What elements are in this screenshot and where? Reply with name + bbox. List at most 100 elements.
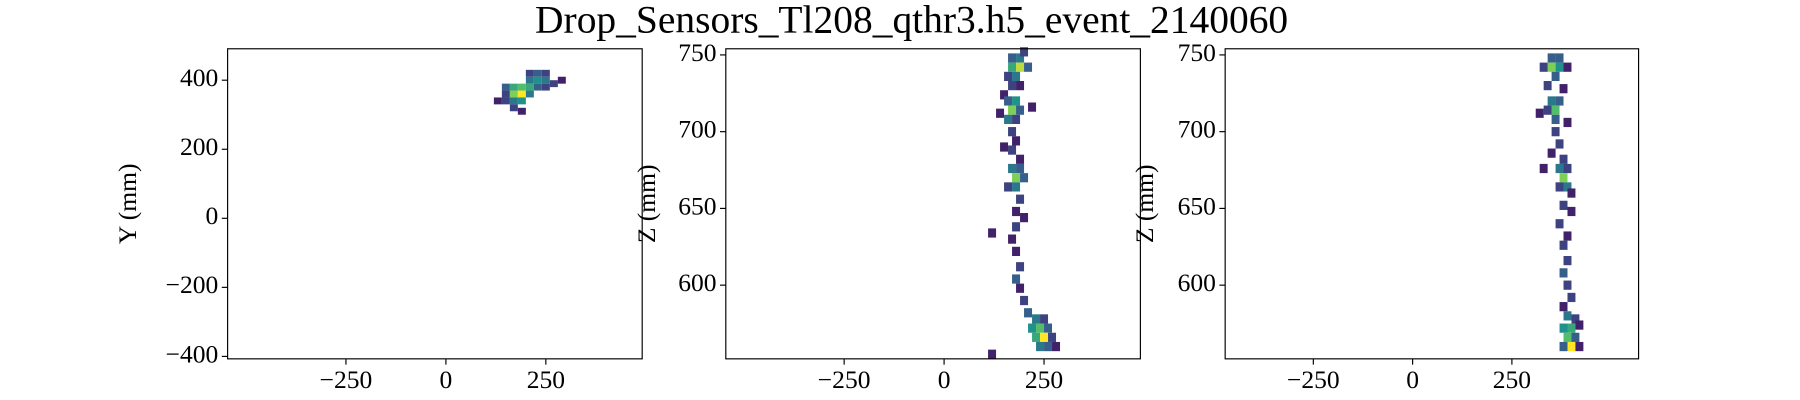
heatmap-cell [501,90,510,98]
heatmap-cell [1567,188,1576,198]
heatmap-cell [1551,71,1560,82]
heatmap-cell [525,90,534,98]
y-tick-label: 750 [678,38,716,67]
heatmap-cell [1016,81,1025,91]
x-tick-label: 250 [1025,365,1063,394]
heatmap-cell [1024,308,1033,318]
heatmap-cell [1567,292,1576,303]
heatmap-cell [1024,62,1033,72]
heatmap-cell [1539,163,1548,174]
heatmap-cell [509,90,518,98]
heatmap-cell [541,83,550,91]
heatmap-cell [1575,341,1584,352]
heatmap-cell [1012,173,1021,183]
heatmap-cell [1012,274,1021,284]
heatmap-cell [988,349,997,359]
heatmap-cell [1563,163,1572,174]
heatmap-cell [1008,163,1017,174]
x-tick-label: 0 [1406,365,1419,394]
heatmap-cell [1535,108,1544,118]
x-tick-label: 0 [440,365,453,394]
heatmap-cell [1559,84,1568,94]
y-tick-label: 600 [1178,268,1216,297]
heatmap-cell [1028,323,1037,333]
heatmap-cell [1539,62,1548,72]
heatmap-cell [1555,182,1564,192]
heatmap-cell [1547,96,1556,106]
x-tick-label: 0 [938,365,951,394]
heatmap-cell [1555,219,1564,229]
heatmap-cell [1016,105,1025,115]
heatmap-cell [541,76,550,84]
y-tick-label: 600 [678,268,716,297]
heatmap-cell [1555,96,1564,106]
heatmap-cell [1563,117,1572,128]
heatmap-cell [1052,341,1061,352]
heatmap-cell [1016,53,1025,63]
heatmap-cell [1567,206,1576,217]
heatmap-cell [1016,163,1025,174]
heatmap-cell [1008,127,1017,137]
heatmap-cell [509,104,518,112]
y-tick-label: 750 [1178,38,1216,67]
heatmap-cell [1012,136,1021,146]
heatmap-cell [1016,283,1025,293]
heatmap-cell [525,69,534,77]
y-tick-label: 700 [1178,115,1216,144]
heatmap-cell [1563,255,1572,266]
heatmap-cell [1559,240,1568,250]
heatmap-cell [1036,323,1045,333]
heatmap-cell [1012,96,1021,106]
heatmap-cell [996,108,1005,118]
heatmap-cell [1543,105,1552,115]
heatmap-cell [1040,332,1049,342]
heatmap-cell [1004,71,1013,82]
heatmap-cell [1559,302,1568,312]
heatmap-cell [533,69,542,77]
heatmap-cell [1012,114,1021,124]
heatmap-cell [1012,182,1021,192]
x-tick-label: −250 [818,365,871,394]
heatmap-cell [1004,182,1013,192]
heatmap-cell [501,83,510,91]
heatmap-cell [1563,311,1572,321]
heatmap-cell [517,83,526,91]
heatmap-cell [525,76,534,84]
heatmap-cell [1044,341,1053,352]
heatmap-cell [1571,314,1580,324]
heatmap-cell [1020,295,1029,306]
heatmap-cell [1555,62,1564,72]
heatmap-cell [1559,154,1568,164]
heatmap-cell [517,97,526,105]
heatmap-cell [1032,314,1041,324]
heatmap-cell [1551,114,1560,124]
heatmap-cell [1575,320,1584,330]
heatmap-cell [1008,81,1017,91]
heatmap-cell [988,228,997,238]
heatmap-cell [1567,323,1576,333]
heatmap-cell [1555,163,1564,174]
axes-frame [227,48,643,360]
heatmap-cell [1547,148,1556,158]
heatmap-cell [1559,323,1568,333]
heatmap-cell [1048,332,1057,342]
heatmap-cell [1040,314,1049,324]
axes-frame [1224,48,1640,360]
heatmap-cell [1020,173,1029,183]
figure-title: Drop_Sensors_Tl208_qthr3.h5_event_214006… [535,0,1288,41]
y-axis-label: Z (mm) [632,164,661,243]
heatmap-cell [493,97,502,105]
x-tick-label: 250 [527,365,565,394]
heatmap-cell [517,90,526,98]
heatmap-cell [1012,222,1021,232]
heatmap-cell [1044,323,1053,333]
heatmap-cell [525,83,534,91]
heatmap-cell [1563,62,1572,72]
y-tick-label: 650 [678,191,716,220]
heatmap-cell [1008,105,1017,115]
heatmap-cell [1016,262,1025,272]
heatmap-cell [1551,105,1560,115]
heatmap-cell [533,76,542,84]
y-tick-label: 400 [180,63,218,92]
